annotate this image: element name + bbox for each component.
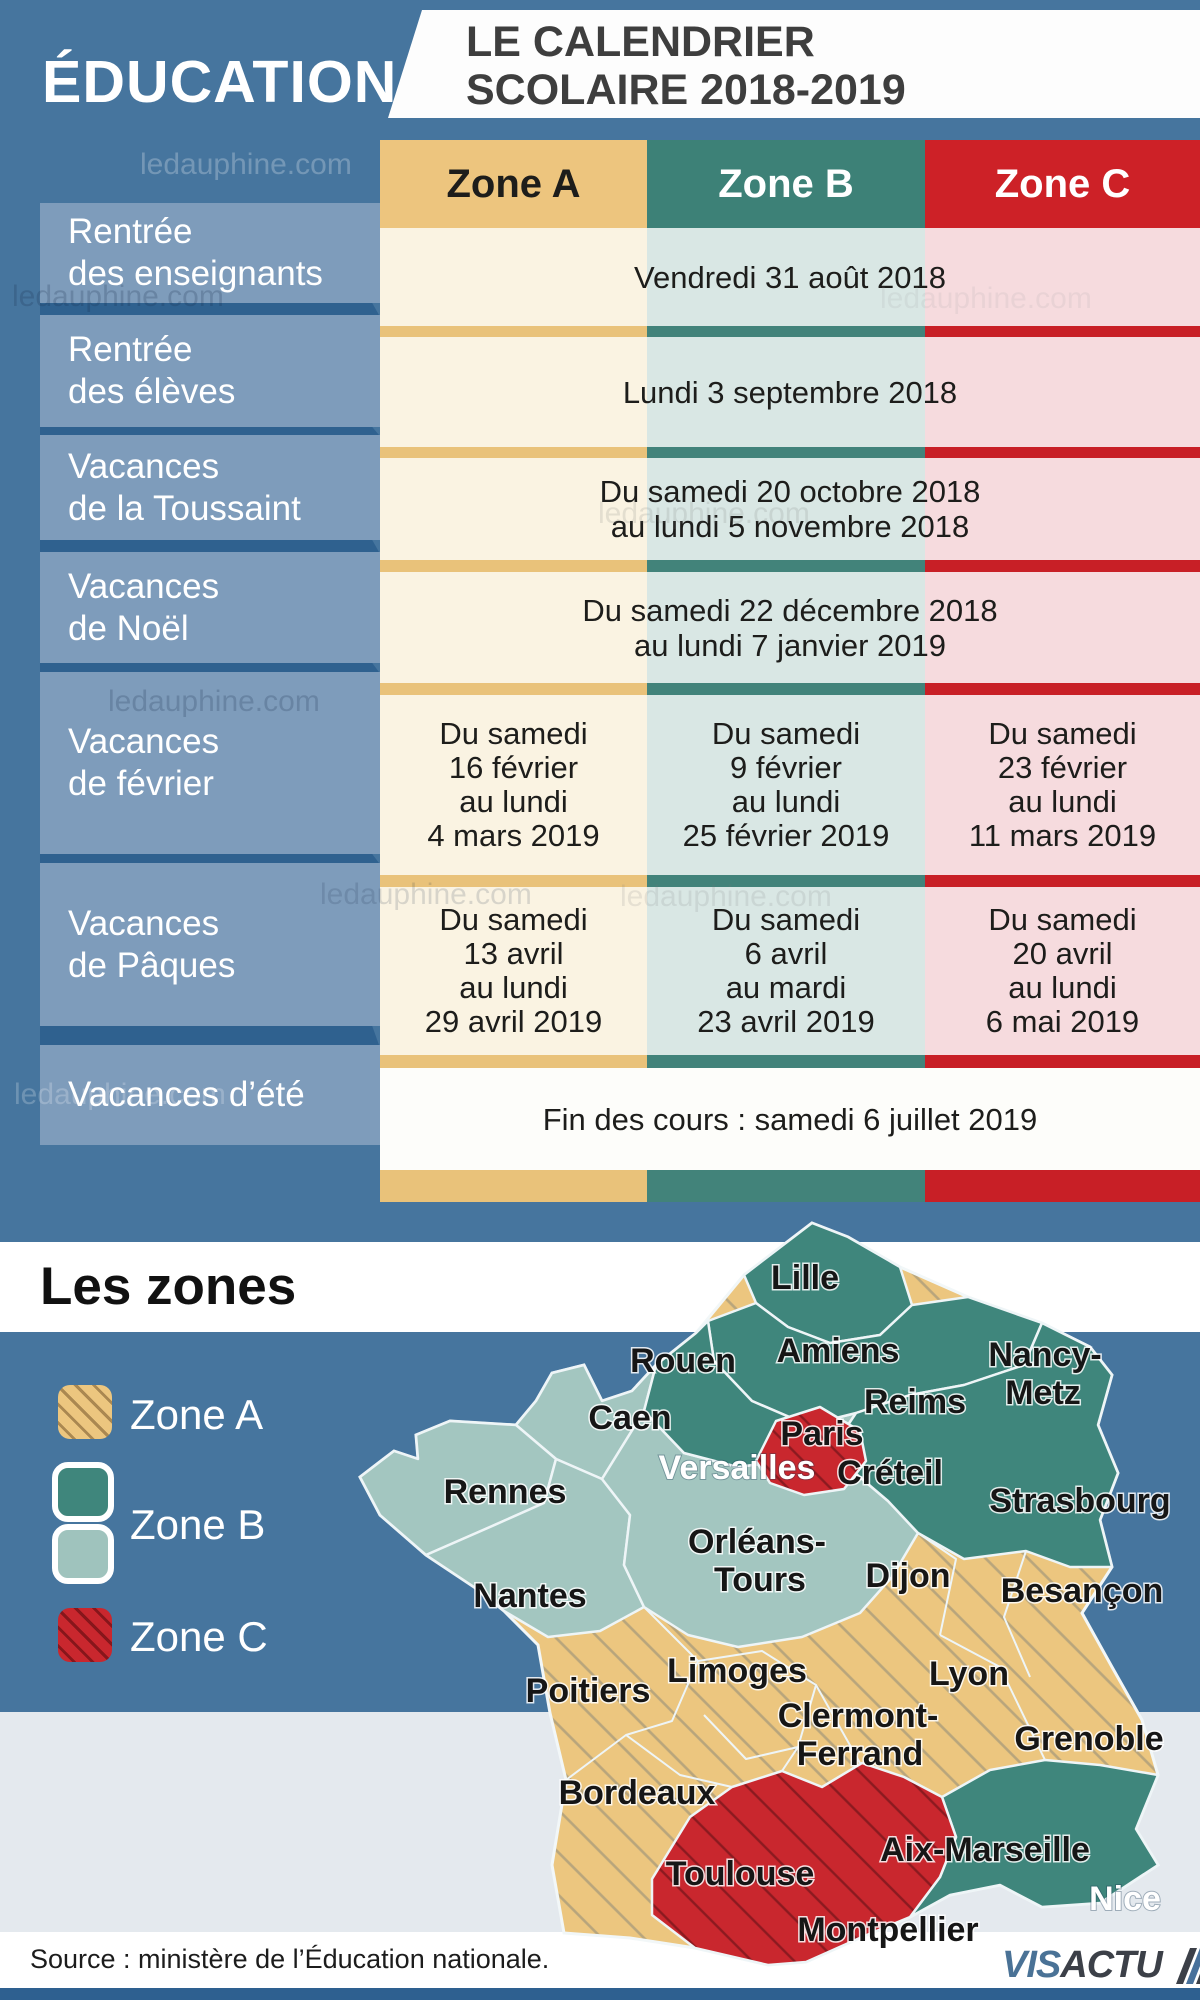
row-label-rentree-enseignants: Rentrée des enseignants [40, 203, 407, 303]
table-row: Du samedi 13 avril au lundi 29 avril 201… [380, 887, 1200, 1055]
map-city-label: Lyon [929, 1655, 1009, 1693]
map-city-label: Paris [780, 1415, 863, 1453]
row-divider [380, 683, 1200, 695]
table-row: Vendredi 31 août 2018 [380, 228, 1200, 326]
map-city-label: Rennes [444, 1473, 567, 1511]
zone-a-value: Du samedi 13 avril au lundi 29 avril 201… [380, 887, 647, 1055]
row-value: Du samedi 20 octobre 2018 au lundi 5 nov… [599, 474, 981, 544]
legend-swatch-zone-a [58, 1385, 112, 1439]
row-value: Fin des cours : samedi 6 juillet 2019 [542, 1101, 1038, 1137]
row-label-fevrier: Vacances de février [40, 672, 407, 854]
row-label-paques: Vacances de Pâques [40, 863, 407, 1026]
map-city-label: Poitiers [526, 1672, 651, 1710]
map-city-label: Nancy- [988, 1336, 1101, 1374]
table-footer-bars [380, 1170, 1200, 1202]
row-label-rentree-eleves: Rentrée des élèves [40, 315, 407, 427]
table-row: Fin des cours : samedi 6 juillet 2019 [380, 1068, 1200, 1170]
map-city-label: Dijon [866, 1557, 951, 1595]
map-city-label: Besançon [1001, 1572, 1164, 1610]
zone-b-value: Du samedi 6 avril au mardi 23 avril 2019 [647, 887, 925, 1055]
map-city-label: Créteil [837, 1454, 943, 1492]
map-city-labels: Lille Rouen Amiens Nancy-Metz Caen ReimsParis… [442, 1258, 1172, 1951]
zones-section-title: Les zones [40, 1257, 297, 1316]
bottom-strip [0, 1988, 1200, 2000]
map-city-label: Limoges [667, 1652, 807, 1690]
row-label-ete: Vacances d’été [40, 1045, 407, 1145]
zone-a-header: Zone A [380, 140, 647, 228]
zone-b-header: Zone B [647, 140, 925, 228]
table-row: Du samedi 22 décembre 2018 au lundi 7 ja… [380, 572, 1200, 683]
map-city-label: Montpellier [797, 1911, 978, 1949]
row-value: Vendredi 31 août 2018 [634, 259, 946, 295]
region-paris-ile-de-france [754, 1405, 868, 1497]
label-divider [40, 854, 379, 863]
row-value: Lundi 3 septembre 2018 [622, 374, 958, 410]
map-city-label: Lille [771, 1259, 839, 1297]
row-divider [380, 875, 1200, 887]
legend-swatch-zone-b-dark [52, 1462, 114, 1522]
zone-c-value: Du samedi 20 avril au lundi 6 mai 2019 [925, 887, 1200, 1055]
map-city-label: Reims [864, 1383, 966, 1421]
table-row: Lundi 3 septembre 2018 [380, 337, 1200, 447]
footer-band [0, 1932, 1200, 1988]
legend-label-zone-c: Zone C [130, 1613, 268, 1660]
row-label-noel: Vacances de Noël [40, 552, 407, 663]
map-city-label: Tours [714, 1561, 806, 1599]
masthead-title-line2: SCOLAIRE 2018-2019 [466, 66, 906, 114]
map-city-label: Nice [1089, 1880, 1161, 1918]
masthead-kicker: ÉDUCATION [42, 49, 398, 115]
map-city-label: Bordeaux [559, 1774, 716, 1812]
masthead-title: LE CALENDRIER SCOLAIRE 2018-2019 [388, 10, 1200, 118]
source-note: Source : ministère de l’Éducation nation… [30, 1944, 550, 1974]
zone-a-value: Du samedi 16 février au lundi 4 mars 201… [380, 695, 647, 875]
row-label-toussaint: Vacances de la Toussaint [40, 435, 407, 540]
label-divider [40, 427, 379, 435]
map-city-label: Grenoble [1014, 1720, 1163, 1758]
label-divider [40, 663, 379, 672]
map-city-label: Aix-Marseille [880, 1831, 1090, 1869]
map-city-label: Caen [588, 1399, 671, 1437]
label-divider [40, 1026, 379, 1045]
visactu-logo-icon [1175, 1947, 1200, 1984]
map-city-label: Rouen [630, 1342, 736, 1380]
visactu-logo: VIS ACTU [1002, 1944, 1200, 1987]
zone-c-header: Zone C [925, 140, 1200, 228]
map-city-label: Clermont- [778, 1697, 939, 1735]
map-city-label: Strasbourg [989, 1482, 1170, 1520]
watermark: ledauphine.com [140, 148, 352, 181]
row-divider [380, 560, 1200, 572]
legend-swatch-zone-b-light [52, 1524, 114, 1584]
row-divider [380, 326, 1200, 337]
map-city-label: Toulouse [666, 1855, 815, 1893]
region-occitanie [650, 1761, 958, 1967]
masthead-title-line1: LE CALENDRIER [466, 18, 815, 66]
france-zones-map: Lille Rouen Amiens Nancy-Metz Caen ReimsParis… [358, 1221, 1172, 1967]
legend-label-zone-b: Zone B [130, 1501, 266, 1548]
label-divider [40, 540, 379, 552]
legend-label-zone-a: Zone A [130, 1391, 264, 1438]
zone-c-value: Du samedi 23 février au lundi 11 mars 20… [925, 695, 1200, 875]
zone-b-value: Du samedi 9 février au lundi 25 février … [647, 695, 925, 875]
calendar-table: Zone A Zone B Zone C Vendredi 31 août 20… [380, 140, 1200, 1202]
label-divider [40, 303, 379, 315]
table-row: Du samedi 20 octobre 2018 au lundi 5 nov… [380, 458, 1200, 560]
map-city-label: Ferrand [797, 1735, 924, 1773]
table-row: Du samedi 16 février au lundi 4 mars 201… [380, 695, 1200, 875]
zone-header-row: Zone A Zone B Zone C [380, 140, 1200, 228]
region-grand-est [838, 1321, 1120, 1569]
map-city-label: Nantes [473, 1577, 586, 1615]
map-city-label: Amiens [777, 1332, 900, 1370]
legend-swatch-zone-c [58, 1608, 112, 1662]
region-rennes [358, 1419, 558, 1557]
row-divider [380, 447, 1200, 458]
map-city-label: Orléans- [688, 1523, 826, 1561]
row-divider [380, 1055, 1200, 1068]
map-city-label: Versailles [659, 1449, 816, 1487]
row-value: Du samedi 22 décembre 2018 au lundi 7 ja… [582, 592, 998, 663]
map-city-label: Metz [1005, 1374, 1081, 1412]
